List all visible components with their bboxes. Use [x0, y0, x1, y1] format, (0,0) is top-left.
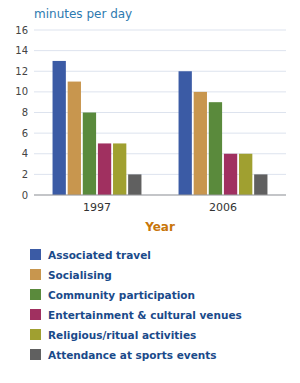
- y-tick-label: 14: [15, 45, 28, 56]
- bar: [224, 154, 237, 195]
- y-tick-label: 8: [22, 107, 28, 118]
- y-tick-label: 10: [15, 86, 28, 97]
- y-tick-label: 12: [15, 66, 28, 77]
- legend-swatch: [30, 269, 41, 280]
- grid-line: [34, 195, 286, 196]
- bar: [179, 71, 192, 195]
- x-tick-label: 2006: [209, 201, 237, 214]
- bar: [98, 143, 111, 195]
- chart-container: minutes per day 0 2 4 6 8 10 12 14 16 1997 2006 Year…: [0, 0, 300, 383]
- legend-label: Associated travel: [48, 249, 151, 261]
- legend-swatch: [30, 309, 41, 320]
- legend: Associated travel Socialising Community pa…: [30, 249, 242, 361]
- x-tick-label: 1997: [83, 201, 111, 214]
- legend-swatch: [30, 329, 41, 340]
- bar: [113, 143, 126, 195]
- legend-label: Religious/ritual activities: [48, 329, 196, 341]
- bar: [128, 174, 141, 195]
- grid-line: [34, 30, 286, 31]
- bars: [53, 61, 268, 195]
- y-tick-label: 16: [15, 25, 28, 36]
- x-axis-line: [34, 195, 286, 196]
- bar: [239, 154, 252, 195]
- grid-line: [34, 71, 286, 72]
- bar: [83, 113, 96, 196]
- legend-label: Socialising: [48, 269, 112, 281]
- legend-swatch: [30, 349, 41, 360]
- legend-label: Attendance at sports events: [48, 349, 217, 361]
- x-axis-label: Year: [144, 220, 175, 234]
- legend-swatch: [30, 249, 41, 260]
- bar: [209, 102, 222, 195]
- legend-label: Entertainment & cultural venues: [48, 309, 242, 321]
- bar: [68, 82, 81, 195]
- y-tick-label: 4: [22, 148, 28, 159]
- y-tick-label: 2: [22, 169, 28, 180]
- grid-line: [34, 50, 286, 51]
- bar: [254, 174, 267, 195]
- title: minutes per day: [34, 7, 132, 21]
- chart: minutes per day 0 2 4 6 8 10 12 14 16 1997 2006 Year…: [0, 0, 300, 383]
- bar: [194, 92, 207, 195]
- y-tick-label: 0: [22, 190, 28, 201]
- y-tick-label: 6: [22, 128, 28, 139]
- grid: [34, 30, 286, 195]
- legend-label: Community participation: [48, 289, 195, 301]
- bar: [53, 61, 66, 195]
- legend-swatch: [30, 289, 41, 300]
